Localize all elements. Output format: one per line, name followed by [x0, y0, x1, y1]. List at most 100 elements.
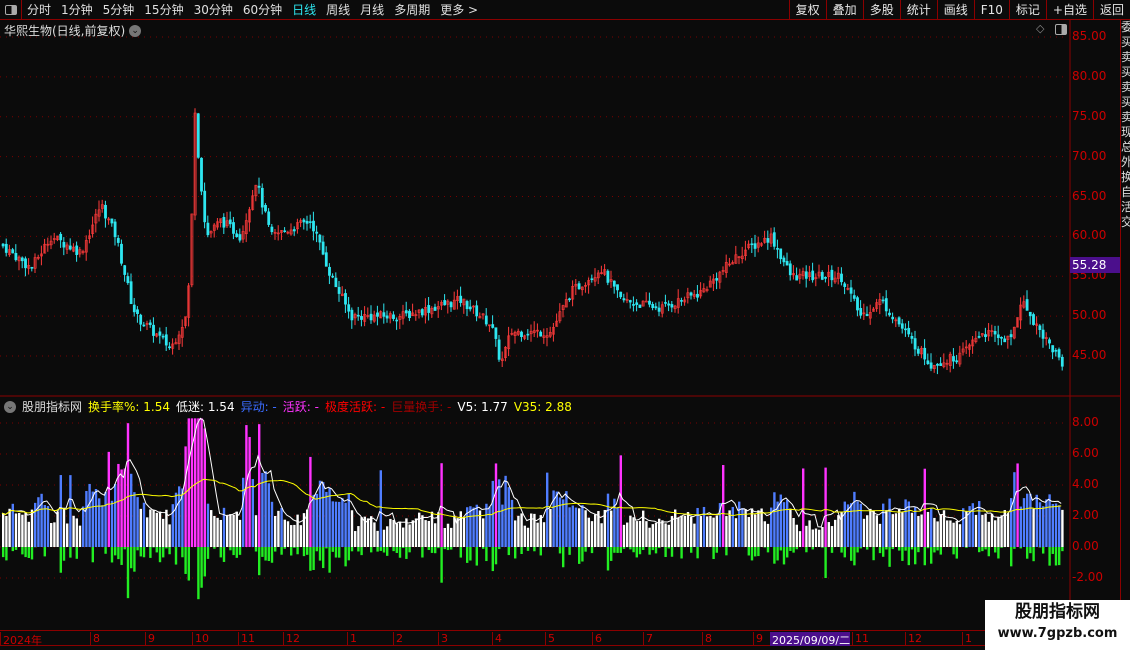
turnover-bar: [1048, 494, 1051, 547]
turnover-bar: [616, 507, 619, 547]
toolbar-button[interactable]: 返回: [1092, 0, 1130, 20]
candle: [712, 278, 715, 284]
toolbar-button[interactable]: 复权: [788, 0, 826, 20]
negative-bar: [322, 547, 325, 569]
turnover-bar: [648, 527, 651, 547]
candle: [81, 251, 85, 253]
turnover-bar: [328, 487, 331, 547]
candle: [433, 306, 437, 311]
candle: [664, 302, 667, 304]
period-tab[interactable]: 1分钟: [61, 3, 93, 17]
turnover-bar: [728, 510, 731, 547]
candle: [651, 303, 655, 308]
period-tab[interactable]: 分时: [27, 3, 52, 17]
negative-bar: [379, 547, 382, 551]
turnover-bar: [360, 517, 363, 547]
candle: [273, 231, 277, 234]
period-tab[interactable]: 15分钟: [144, 3, 184, 17]
turnover-bar: [216, 517, 219, 547]
turnover-bar: [702, 506, 706, 547]
turnover-bar: [763, 521, 766, 547]
indicator-name[interactable]: 股朋指标网: [22, 400, 83, 414]
turnover-bar: [91, 491, 94, 547]
turnover-bar: [318, 480, 322, 547]
negative-bar: [21, 547, 24, 555]
period-tab[interactable]: 更多 >: [440, 3, 479, 17]
negative-bar: [965, 547, 968, 548]
negative-bar: [782, 547, 786, 565]
diamond-icon[interactable]: ◇: [1036, 22, 1045, 35]
period-tab[interactable]: 日线: [292, 3, 317, 17]
turnover-bar: [277, 510, 280, 547]
turnover-bar: [274, 515, 277, 547]
indicator-axis-label: 6.00: [1072, 446, 1099, 460]
candle: [1028, 311, 1032, 317]
negative-bar: [158, 547, 162, 563]
period-tab[interactable]: 多周期: [394, 3, 431, 17]
negative-bar: [776, 547, 779, 561]
toolbar-button[interactable]: +自选: [1045, 0, 1093, 20]
candle: [417, 309, 421, 313]
negative-bar: [434, 547, 437, 554]
period-tab[interactable]: 周线: [326, 3, 351, 17]
candle: [468, 306, 472, 310]
turnover-bar: [350, 510, 354, 547]
turnover-bar: [229, 514, 232, 547]
candle: [484, 315, 488, 325]
negative-bar: [14, 547, 18, 550]
candle: [670, 304, 674, 308]
turnover-bar: [264, 471, 267, 547]
period-tab[interactable]: 月线: [360, 3, 385, 17]
turnover-bar: [98, 498, 101, 547]
turnover-bar: [821, 526, 824, 547]
turnover-bar: [920, 514, 923, 547]
turnover-bar: [885, 510, 888, 547]
toolbar-button[interactable]: F10: [973, 0, 1009, 20]
turnover-bar: [296, 514, 299, 547]
negative-bar: [1010, 547, 1013, 567]
negative-bar: [619, 547, 622, 553]
period-tab[interactable]: 5分钟: [102, 3, 135, 17]
turnover-bar: [366, 518, 370, 547]
date-axis-label: 3: [438, 632, 448, 646]
candle: [318, 234, 322, 243]
turnover-bar: [722, 465, 725, 547]
toolbar-button[interactable]: 画线: [936, 0, 974, 20]
turnover-bar: [62, 508, 66, 547]
toolbar-button[interactable]: 标记: [1008, 0, 1046, 20]
turnover-bar: [917, 516, 920, 547]
turnover-bar: [936, 521, 939, 547]
negative-bar: [430, 547, 434, 553]
period-tab[interactable]: 60分钟: [242, 3, 283, 17]
panel-icon[interactable]: [1055, 24, 1067, 35]
turnover-bar: [888, 498, 891, 547]
negative-bar: [747, 547, 750, 556]
candle: [900, 323, 904, 329]
candle: [40, 253, 43, 257]
toolbar-button[interactable]: 统计: [899, 0, 937, 20]
turnover-bar: [398, 521, 402, 547]
negative-bar: [754, 547, 757, 557]
chevron-down-icon[interactable]: ⌄: [129, 24, 142, 37]
price-axis-label: 45.00: [1072, 348, 1107, 362]
toolbar-button[interactable]: 多股: [862, 0, 900, 20]
toolbar-button[interactable]: 叠加: [825, 0, 863, 20]
negative-bar: [878, 547, 882, 554]
turnover-bar: [242, 477, 245, 547]
candle: [1048, 339, 1051, 344]
turnover-bar: [43, 505, 46, 547]
negative-bar: [370, 547, 373, 553]
turnover-bar: [232, 514, 235, 547]
turnover-bar: [834, 519, 837, 547]
date-axis-label: 2024年: [0, 632, 42, 647]
negative-bar: [757, 547, 760, 557]
turnover-bar: [677, 517, 680, 547]
sidebar-toggle-button[interactable]: [0, 0, 22, 20]
period-tab[interactable]: 30分钟: [193, 3, 233, 17]
candle: [14, 252, 18, 261]
turnover-bar: [478, 510, 482, 547]
negative-bar: [27, 547, 30, 559]
chevron-down-icon[interactable]: ⌄: [4, 400, 16, 413]
candle: [1060, 356, 1064, 367]
